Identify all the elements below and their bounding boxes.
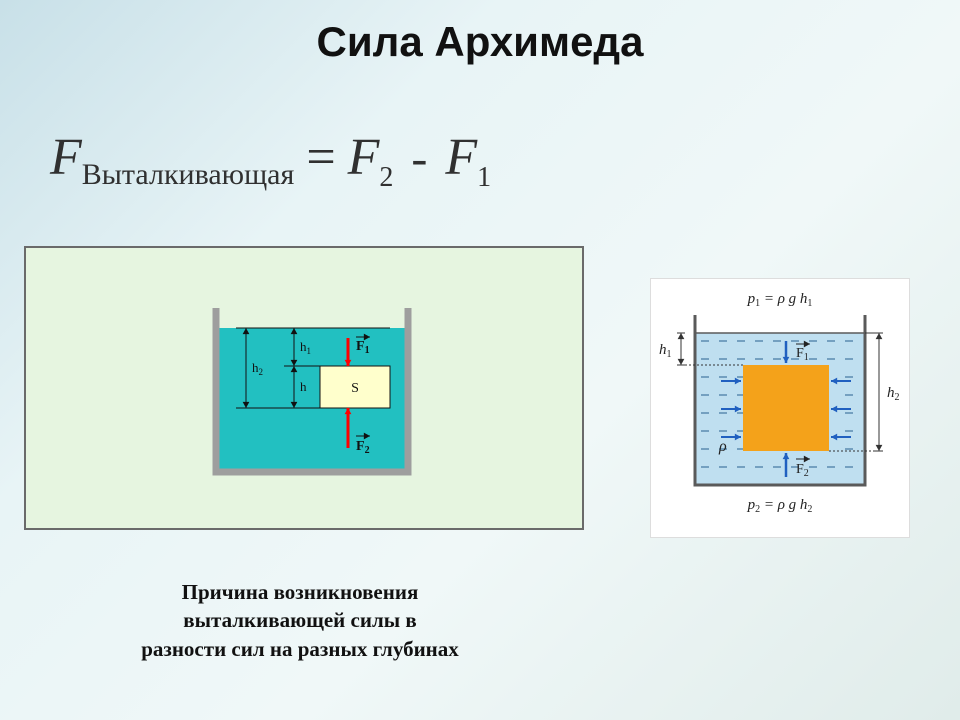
formula-minus: -: [411, 132, 427, 185]
formula-subscript: Выталкивающая: [82, 158, 295, 191]
formula-F: F: [50, 129, 82, 186]
svg-text:ρ: ρ: [718, 438, 727, 455]
page-title: Сила Архимеда: [0, 18, 960, 66]
caption-line3: разности сил на разных глубинах: [80, 635, 520, 663]
formula-F1: F: [445, 129, 477, 186]
formula-F2-sub: 2: [379, 162, 393, 193]
svg-text:h: h: [300, 379, 307, 394]
formula-equals: =: [306, 129, 335, 186]
caption-block: Причина возникновения выталкивающей силы…: [80, 578, 520, 663]
right-diagram-svg: F1F2ρh1h2p1 = ρ g h1p2 = ρ g h2: [651, 279, 909, 537]
right-diagram-panel: F1F2ρh1h2p1 = ρ g h1p2 = ρ g h2: [650, 278, 910, 538]
formula-F1-sub: 1: [477, 162, 491, 193]
caption-line1: Причина возникновения: [80, 578, 520, 606]
main-formula: FВыталкивающая = F2 - F1: [50, 128, 491, 194]
formula-F2: F: [348, 129, 380, 186]
left-diagram-svg: Sh2h1hF1F2: [26, 248, 582, 528]
caption-line2: выталкивающей силы в: [80, 606, 520, 634]
svg-text:S: S: [351, 381, 359, 396]
left-diagram-panel: Sh2h1hF1F2: [24, 246, 584, 530]
